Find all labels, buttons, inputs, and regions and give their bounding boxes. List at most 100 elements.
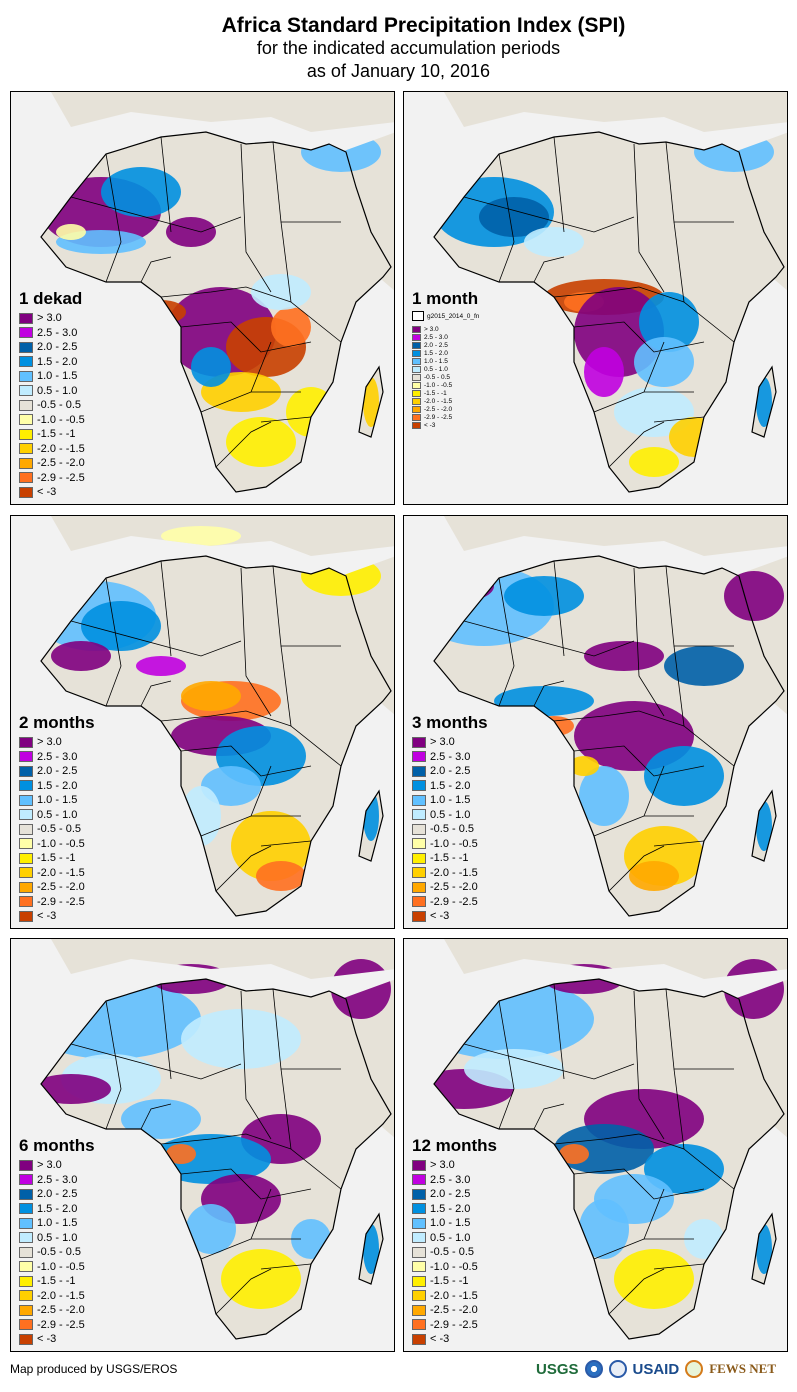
spi-region bbox=[256, 861, 306, 891]
spi-region bbox=[41, 1074, 111, 1104]
legend-swatch bbox=[412, 357, 421, 365]
legend: 2 months > 3.0 2.5 - 3.0 2.0 - 2.5 1.5 - 2.0… bbox=[19, 714, 95, 924]
country-border bbox=[105, 577, 122, 707]
legend-label: -1.0 - -0.5 bbox=[424, 381, 453, 389]
legend: 1 dekad > 3.0 2.5 - 3.0 2.0 - 2.5 1.5 - 2.0 1… bbox=[19, 290, 85, 500]
spi-region bbox=[569, 756, 599, 776]
spi-region bbox=[166, 217, 216, 247]
country-border bbox=[498, 153, 515, 283]
legend-swatch bbox=[412, 852, 426, 864]
legend-swatch bbox=[412, 809, 426, 821]
legend-swatch bbox=[19, 1304, 33, 1316]
spi-region bbox=[644, 746, 724, 806]
legend-label: -0.5 - 0.5 bbox=[37, 399, 82, 412]
usaid-logo: USAID bbox=[632, 1360, 680, 1378]
legend-item: -2.5 - -2.0 bbox=[412, 880, 488, 895]
legend-item: 0.5 - 1.0 bbox=[19, 1231, 95, 1246]
country-border bbox=[653, 1263, 705, 1270]
legend-swatch bbox=[19, 910, 33, 922]
spi-region bbox=[559, 1144, 589, 1164]
legend-swatch bbox=[412, 794, 426, 806]
spi-region bbox=[724, 571, 784, 621]
legend-swatch bbox=[412, 910, 426, 922]
spi-region bbox=[301, 556, 381, 596]
legend-label: -2.5 - -2.0 bbox=[430, 881, 478, 894]
legend-item: 1.0 - 1.5 bbox=[412, 793, 488, 808]
spi-region bbox=[579, 766, 629, 826]
legend-label: -1.0 - -0.5 bbox=[430, 1260, 478, 1273]
legend-item: < -3 bbox=[412, 421, 479, 429]
spi-region bbox=[704, 1029, 744, 1089]
legend-label: -2.9 - -2.5 bbox=[37, 895, 85, 908]
legend-swatch bbox=[412, 1261, 426, 1273]
page-subtitle: for the indicated accumulation periods bbox=[256, 38, 561, 58]
legend-swatch bbox=[412, 1203, 426, 1215]
country-border bbox=[105, 153, 122, 283]
madagascar-outline bbox=[751, 365, 777, 438]
legend-swatch bbox=[19, 399, 33, 411]
country-border bbox=[643, 765, 665, 817]
legend-item: -2.9 - -2.5 bbox=[19, 471, 85, 486]
legend-swatch bbox=[19, 852, 33, 864]
country-border bbox=[260, 1263, 312, 1270]
spi-region bbox=[363, 1224, 379, 1274]
usaid-seal-icon bbox=[608, 1360, 627, 1378]
legend-label: -2.9 - -2.5 bbox=[424, 413, 453, 421]
country-border bbox=[633, 567, 665, 717]
country-border bbox=[240, 990, 272, 1140]
legend-label: -0.5 - 0.5 bbox=[37, 1246, 82, 1259]
country-border bbox=[553, 983, 565, 1080]
legend: 3 months > 3.0 2.5 - 3.0 2.0 - 2.5 1.5 - 2.0… bbox=[412, 714, 488, 924]
legend-label: -2.0 - -1.5 bbox=[424, 397, 453, 405]
legend-swatch bbox=[412, 896, 426, 908]
legend-item: 0.5 - 1.0 bbox=[19, 808, 95, 823]
madagascar-outline bbox=[358, 365, 384, 438]
africa-outline bbox=[433, 555, 785, 917]
country-border bbox=[573, 321, 705, 353]
legend-swatch bbox=[19, 1159, 33, 1171]
legend-item: < -3 bbox=[19, 1332, 95, 1347]
legend-swatch bbox=[19, 1290, 33, 1302]
legend-swatch bbox=[412, 325, 421, 333]
legend-swatch bbox=[412, 421, 421, 429]
legend-swatch bbox=[412, 1159, 426, 1171]
panel-title: 2 months bbox=[19, 713, 95, 732]
spi-region bbox=[434, 571, 494, 601]
legend-label: 1.0 - 1.5 bbox=[424, 357, 448, 365]
country-border bbox=[160, 710, 292, 727]
legend-item: -2.0 - -1.5 bbox=[19, 1289, 95, 1304]
legend-item: -2.0 - -1.5 bbox=[412, 866, 488, 881]
legend-item: 2.0 - 2.5 bbox=[412, 764, 488, 779]
fews-globe-icon bbox=[685, 1360, 704, 1378]
legend-item: 2.0 - 2.5 bbox=[19, 340, 85, 355]
legend-item: -1.0 - -0.5 bbox=[19, 837, 95, 852]
country-border bbox=[533, 256, 565, 283]
layer-box-icon bbox=[412, 311, 424, 321]
legend-swatch bbox=[412, 373, 421, 381]
africa-map bbox=[40, 939, 394, 1340]
legend-label: 1.5 - 2.0 bbox=[37, 779, 78, 792]
legend-label: > 3.0 bbox=[37, 736, 62, 749]
legend-item: < -3 bbox=[412, 909, 488, 924]
country-border bbox=[463, 620, 635, 657]
legend-item: > 3.0 bbox=[412, 325, 479, 333]
spi-region bbox=[669, 417, 719, 457]
legend-label: -1.5 - -1 bbox=[430, 1275, 469, 1288]
legend-swatch bbox=[19, 780, 33, 792]
country-border bbox=[553, 286, 685, 303]
legend-label: 1.0 - 1.5 bbox=[37, 370, 78, 383]
legend-item: 1.0 - 1.5 bbox=[19, 793, 95, 808]
country-border bbox=[573, 1168, 705, 1200]
africa-map bbox=[433, 516, 787, 917]
country-border bbox=[653, 416, 705, 423]
legend-item: -1.0 - -0.5 bbox=[19, 413, 85, 428]
country-border bbox=[215, 845, 272, 892]
date-line: as of January 10, 2016 bbox=[306, 61, 491, 81]
layer-label: g2015_2014_0_fn bbox=[412, 311, 479, 321]
legend-item: -1.0 - -0.5 bbox=[412, 381, 479, 389]
legend-label: < -3 bbox=[430, 910, 450, 923]
legend-swatch bbox=[412, 881, 426, 893]
spi-region bbox=[756, 1224, 772, 1274]
legend-swatch bbox=[412, 389, 421, 397]
legend-label: 0.5 - 1.0 bbox=[37, 808, 78, 821]
